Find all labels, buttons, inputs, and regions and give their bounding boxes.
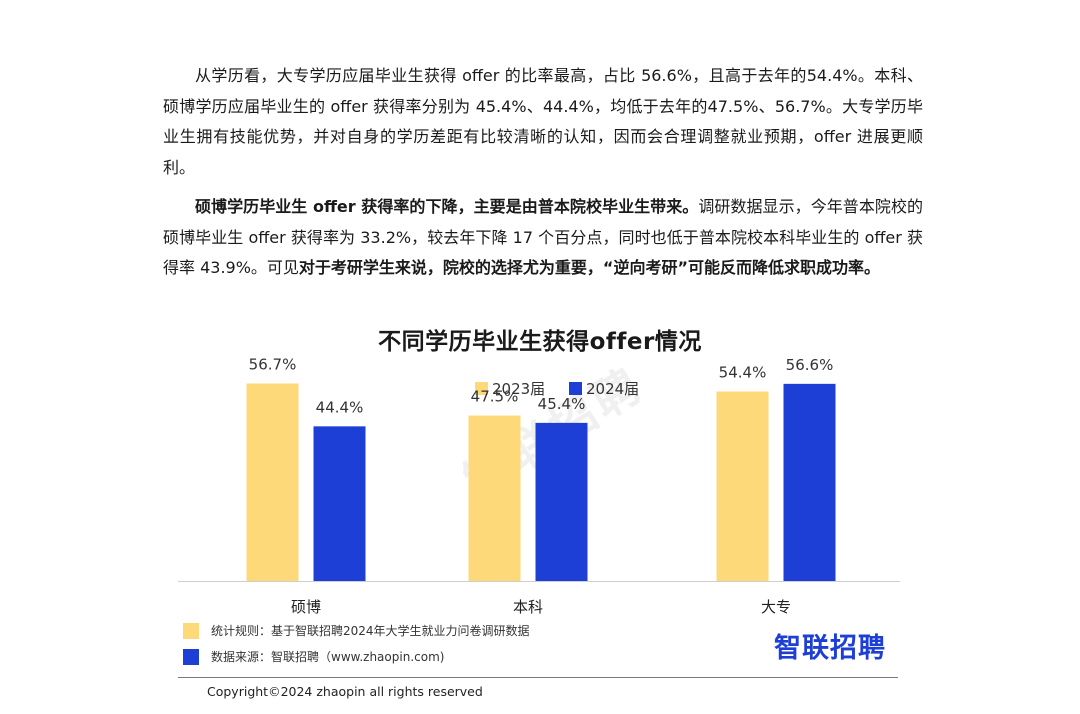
bar-2-1 xyxy=(783,383,836,581)
legend-label-0: 2023届 xyxy=(492,380,545,398)
note-rule: 统计规则：基于智联招聘2024年大学生就业力问卷调研数据 xyxy=(183,622,530,639)
brand-logo: 智联招聘 xyxy=(774,633,886,664)
note-swatch-blue xyxy=(183,648,199,665)
paragraph-graduate-decline: 硕博学历毕业生 offer 获得率的下降，主要是由普本院校毕业生带来。调研数据显… xyxy=(163,192,923,284)
category-label-2: 大专 xyxy=(761,598,791,616)
legend-swatch-1 xyxy=(569,382,582,395)
paragraph-bold-conclusion: 对于考研学生来说，院校的选择尤为重要，“逆向考研”可能反而降低求职成功率。 xyxy=(298,258,880,277)
note-source: 数据来源：智联招聘（www.zhaopin.com) xyxy=(183,648,444,665)
data-label-2-1: 56.6% xyxy=(786,356,834,374)
data-label-1-0: 47.5% xyxy=(471,388,519,406)
bar-1-1 xyxy=(535,422,588,581)
chart-title: 不同学历毕业生获得offer情况 xyxy=(378,329,702,355)
bar-0-1 xyxy=(313,426,366,581)
paragraph-education-overview: 从学历看，大专学历应届毕业生获得 offer 的比率最高，占比 56.6%，且高… xyxy=(163,66,923,177)
category-label-1: 本科 xyxy=(513,598,543,616)
copyright-text: Copyright©2024 zhaopin all rights reserv… xyxy=(207,684,483,699)
paragraph-normal-text: 调研数据显示，今年普本院校的硕博毕业生 offer 获得率为 33.2%，较去年… xyxy=(163,197,923,277)
note-source-text: 数据来源：智联招聘（www.zhaopin.com) xyxy=(211,650,445,664)
note-swatch-yellow xyxy=(183,622,199,639)
data-label-1-1: 45.4% xyxy=(538,395,586,413)
note-rule-text: 统计规则：基于智联招聘2024年大学生就业力问卷调研数据 xyxy=(211,624,530,638)
legend-label-1: 2024届 xyxy=(586,380,639,398)
legend-swatch-0 xyxy=(475,382,488,395)
paragraph-bold-lead: 硕博学历毕业生 offer 获得率的下降，主要是由普本院校毕业生带来。 xyxy=(195,197,699,216)
data-label-0-0: 56.7% xyxy=(249,355,297,373)
bar-0-0 xyxy=(246,383,299,581)
data-label-0-1: 44.4% xyxy=(316,398,364,416)
data-label-2-0: 54.4% xyxy=(719,364,767,382)
category-label-0: 硕博 xyxy=(291,598,321,616)
bar-2-0 xyxy=(716,391,769,581)
bar-1-0 xyxy=(468,415,521,581)
